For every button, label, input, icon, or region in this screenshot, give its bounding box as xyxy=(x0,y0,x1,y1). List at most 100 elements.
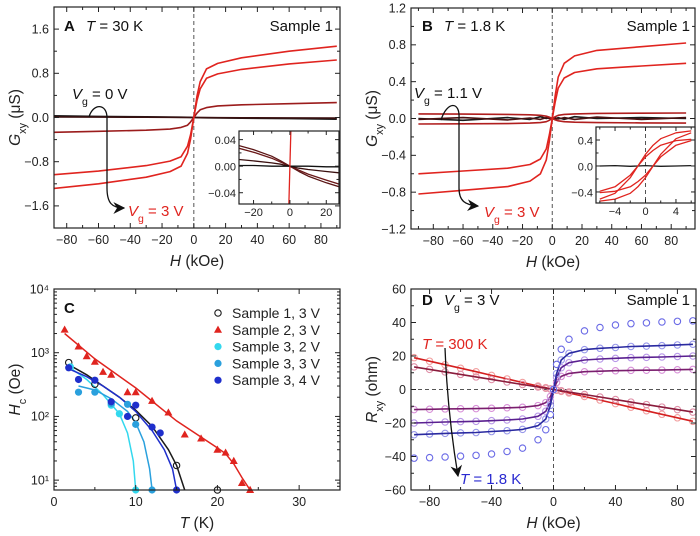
panel-d: −80 −40 0 40 80 −60 −40 −20 0 20 40 60 H (kOe) Rxy (o… xyxy=(364,282,697,532)
data-point xyxy=(542,425,550,434)
x-tick-label: −60 xyxy=(88,233,109,247)
plot-area xyxy=(599,127,692,203)
x-tick-label: 60 xyxy=(635,234,649,248)
data-point xyxy=(456,452,465,460)
annotation: A xyxy=(64,18,75,35)
data-point xyxy=(237,478,246,487)
panel-a-inset: −20 0 20 −0.04 0.00 0.04 xyxy=(208,130,340,219)
y-tick-label: 0.04 xyxy=(215,135,236,147)
annotation-part: g xyxy=(82,96,88,108)
annotation-part: V xyxy=(72,86,84,103)
annotation-part: = 1.1 V xyxy=(430,85,482,102)
y-axis-label-part: xy xyxy=(374,400,386,411)
fit-line xyxy=(64,332,251,490)
legend-marker xyxy=(214,376,222,384)
y-axis-label-part: xy xyxy=(374,123,386,134)
fit-line xyxy=(68,363,186,490)
series-line xyxy=(599,130,692,200)
legend-marker xyxy=(214,359,222,367)
markers xyxy=(60,325,255,494)
y-axis-label-part: xy xyxy=(17,122,29,133)
y-tick-label: −1.6 xyxy=(24,199,49,213)
series-line xyxy=(599,139,692,194)
data-point xyxy=(197,434,206,442)
data-point xyxy=(673,317,682,326)
annotation: D xyxy=(422,292,433,309)
series-line xyxy=(54,45,337,190)
legend-marker xyxy=(214,325,222,333)
y-axis-label: Rxy (ohm) xyxy=(364,356,386,423)
x-tick-label: 80 xyxy=(664,234,678,248)
annotation: B xyxy=(422,18,433,35)
x-axis-label-part: T xyxy=(180,515,191,532)
legend-marker xyxy=(214,309,222,317)
annotation-part: = 300 K xyxy=(431,336,487,353)
annotation-part: = 1.8 K xyxy=(453,18,505,35)
y-tick-label: −40 xyxy=(385,450,406,464)
legend-label: Sample 3, 2 V xyxy=(232,339,321,355)
x-tick-label: 10 xyxy=(129,495,143,509)
x-tick-label: 20 xyxy=(210,495,224,509)
data-point xyxy=(441,453,449,461)
y-axis-label: Gxy (μS) xyxy=(364,90,386,147)
plot-area xyxy=(54,7,337,228)
annotation-part: Sample 1 xyxy=(270,18,333,35)
x-tick-label: −4 xyxy=(609,206,622,218)
x-axis-label: T (K) xyxy=(180,515,214,532)
series-line xyxy=(414,343,693,436)
legend-label: Sample 3, 4 V xyxy=(232,372,321,388)
data-point xyxy=(596,323,604,332)
series-line xyxy=(599,138,692,192)
plot-area xyxy=(64,332,251,490)
y-tick-label: 0.0 xyxy=(32,111,49,125)
annotation-part: = 1.8 K xyxy=(469,471,521,488)
data-point xyxy=(425,453,434,462)
y-axis-label-part: R xyxy=(364,412,381,423)
y-axis-label-part: c xyxy=(17,398,29,404)
data-point xyxy=(74,388,83,396)
annotation-part: T xyxy=(444,18,455,35)
data-point xyxy=(552,360,561,369)
x-axis-label-part: (kOe) xyxy=(538,515,581,532)
x-tick-label: −80 xyxy=(419,495,440,509)
data-point xyxy=(213,445,222,453)
y-tick-label: 0.00 xyxy=(215,161,236,173)
y-tick-label: 20 xyxy=(392,349,406,363)
y-tick-label: 1.2 xyxy=(389,1,406,15)
data-point xyxy=(221,448,230,456)
annotation-part: g xyxy=(138,213,144,225)
x-tick-label: 20 xyxy=(219,233,233,247)
data-point xyxy=(557,356,565,364)
series-line xyxy=(418,42,687,195)
x-tick-label: −40 xyxy=(120,233,141,247)
annotation: Vg = 3 V xyxy=(484,204,539,226)
data-point xyxy=(172,461,181,470)
x-axis-label-part: (kOe) xyxy=(181,253,224,270)
data-point xyxy=(642,319,651,327)
data-point xyxy=(611,321,620,329)
y-axis-label-part: (μS) xyxy=(7,89,24,123)
panel-b-inset: −4 0 4 −0.4 0.0 0.4 xyxy=(571,126,696,218)
data-point xyxy=(65,364,73,372)
data-point xyxy=(689,317,696,325)
x-axis-label-part: (kOe) xyxy=(537,254,580,271)
data-point xyxy=(115,410,123,418)
y-tick-label: 0.0 xyxy=(389,112,406,126)
annotation: T = 1.8 K xyxy=(444,18,505,35)
data-point xyxy=(91,376,99,384)
series-line xyxy=(599,164,692,167)
annotation-part: = 30 K xyxy=(95,18,143,35)
annotation: Sample 1 xyxy=(270,18,333,35)
y-axis-label-part: G xyxy=(7,134,24,146)
data-point xyxy=(229,456,238,464)
annotation: Vg = 3 V xyxy=(444,292,499,314)
y-tick-label: −0.8 xyxy=(24,155,49,169)
data-point xyxy=(90,357,99,365)
annotation-part: Sample 1 xyxy=(627,292,690,309)
data-point xyxy=(549,385,558,394)
annotation: T = 1.8 K xyxy=(460,471,521,488)
plot-area xyxy=(411,289,696,490)
y-tick-label: 40 xyxy=(392,316,406,330)
x-tick-label: −80 xyxy=(423,234,444,248)
annotation-part: g xyxy=(454,302,460,314)
